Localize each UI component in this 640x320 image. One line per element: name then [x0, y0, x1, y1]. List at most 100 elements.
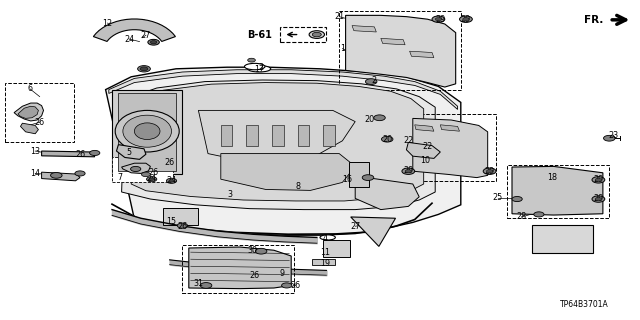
- Text: 27: 27: [350, 222, 360, 231]
- Text: 29: 29: [593, 175, 604, 184]
- Text: 15: 15: [166, 217, 177, 226]
- Polygon shape: [346, 15, 456, 87]
- Text: 6: 6: [28, 84, 33, 93]
- Polygon shape: [410, 51, 434, 58]
- Text: 7: 7: [118, 173, 123, 182]
- Bar: [403, 114, 496, 181]
- Ellipse shape: [244, 63, 265, 70]
- Ellipse shape: [512, 196, 522, 202]
- Bar: [163, 208, 198, 225]
- Polygon shape: [118, 93, 176, 171]
- Ellipse shape: [248, 66, 271, 72]
- Bar: [349, 162, 369, 187]
- Ellipse shape: [365, 79, 377, 84]
- Polygon shape: [413, 118, 488, 178]
- Text: 29: 29: [461, 15, 471, 24]
- Text: 24: 24: [124, 35, 134, 44]
- Text: 20: 20: [365, 115, 375, 124]
- Polygon shape: [112, 90, 182, 174]
- Text: 22: 22: [422, 142, 433, 151]
- Ellipse shape: [166, 178, 177, 183]
- Polygon shape: [406, 142, 440, 158]
- Ellipse shape: [75, 171, 85, 176]
- Text: 16: 16: [342, 175, 352, 184]
- Polygon shape: [18, 106, 38, 118]
- Text: 31: 31: [193, 279, 204, 288]
- Text: 27: 27: [141, 31, 151, 40]
- Ellipse shape: [51, 172, 62, 178]
- Polygon shape: [381, 38, 405, 45]
- Polygon shape: [352, 26, 376, 32]
- Text: FR.: FR.: [584, 15, 603, 25]
- Polygon shape: [198, 110, 355, 163]
- Polygon shape: [351, 217, 396, 246]
- Ellipse shape: [460, 16, 472, 22]
- Ellipse shape: [147, 177, 157, 182]
- Ellipse shape: [177, 223, 188, 228]
- Text: 9: 9: [279, 269, 284, 278]
- Ellipse shape: [149, 178, 154, 180]
- Ellipse shape: [432, 16, 445, 22]
- Text: 8: 8: [295, 182, 300, 191]
- Polygon shape: [20, 123, 38, 134]
- Ellipse shape: [134, 123, 160, 140]
- Text: 19: 19: [320, 260, 330, 268]
- Ellipse shape: [138, 66, 150, 72]
- Ellipse shape: [595, 178, 602, 181]
- Ellipse shape: [150, 41, 157, 44]
- Bar: [298, 125, 309, 146]
- Text: 10: 10: [420, 156, 431, 165]
- Bar: [246, 125, 258, 146]
- Text: 20: 20: [382, 135, 392, 144]
- Text: 4: 4: [323, 234, 328, 243]
- Ellipse shape: [200, 283, 212, 288]
- Bar: [507, 165, 609, 218]
- Text: 26: 26: [35, 118, 45, 127]
- Bar: [5, 83, 74, 142]
- Text: 24: 24: [166, 176, 177, 185]
- Ellipse shape: [483, 168, 496, 174]
- Polygon shape: [415, 125, 434, 131]
- Ellipse shape: [90, 150, 100, 156]
- Text: 26: 26: [291, 281, 301, 290]
- Ellipse shape: [140, 67, 148, 71]
- Text: 24: 24: [147, 174, 157, 183]
- Text: 13: 13: [30, 147, 40, 156]
- Text: 26: 26: [177, 222, 188, 231]
- Ellipse shape: [169, 180, 174, 182]
- Text: 30: 30: [248, 246, 258, 255]
- Ellipse shape: [248, 58, 255, 62]
- Polygon shape: [109, 70, 458, 109]
- Polygon shape: [42, 151, 95, 157]
- Polygon shape: [189, 247, 291, 289]
- Text: 2: 2: [259, 63, 264, 72]
- Text: 1: 1: [340, 44, 345, 53]
- Text: B-61: B-61: [247, 29, 272, 40]
- Text: 14: 14: [30, 169, 40, 178]
- Polygon shape: [93, 19, 175, 41]
- Bar: [339, 11, 461, 90]
- Text: 5: 5: [127, 148, 132, 157]
- Polygon shape: [42, 172, 80, 181]
- Bar: [272, 125, 284, 146]
- Text: 26: 26: [75, 150, 85, 159]
- Ellipse shape: [123, 115, 172, 147]
- Text: 23: 23: [608, 131, 618, 140]
- Polygon shape: [440, 125, 460, 131]
- Ellipse shape: [486, 170, 493, 173]
- Ellipse shape: [255, 248, 267, 254]
- Polygon shape: [106, 67, 461, 235]
- Ellipse shape: [402, 168, 415, 174]
- Ellipse shape: [115, 110, 179, 152]
- Ellipse shape: [374, 115, 385, 121]
- Text: 29: 29: [403, 166, 413, 175]
- Text: 21: 21: [334, 12, 344, 21]
- Ellipse shape: [320, 235, 335, 240]
- Text: 28: 28: [516, 212, 527, 221]
- Ellipse shape: [131, 166, 141, 172]
- Bar: [280, 27, 326, 42]
- Text: 26: 26: [164, 158, 175, 167]
- Ellipse shape: [435, 18, 442, 21]
- Ellipse shape: [534, 212, 544, 217]
- Bar: [221, 125, 232, 146]
